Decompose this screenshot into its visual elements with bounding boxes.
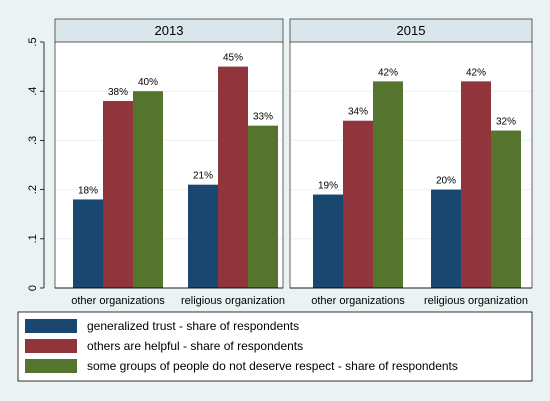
y-axis: 0 .1 .2 .3 .4 .5 — [27, 37, 45, 291]
bar-2013-2-0 — [133, 91, 163, 288]
bar-2015-1-0 — [343, 120, 373, 288]
bar-data-label: 32% — [496, 117, 516, 128]
y-tick-label: .3 — [27, 136, 39, 145]
bar-data-label: 42% — [378, 67, 398, 78]
panel-title: 2013 — [155, 23, 184, 38]
panel-title: 2015 — [397, 23, 426, 38]
bar-2013-0-0 — [73, 199, 103, 288]
bar-2013-1-1 — [218, 66, 248, 288]
legend-swatch — [25, 319, 77, 333]
panel-1: 2015 19% 34% 42% other organizations 20% 42% 32… — [289, 18, 533, 307]
legend-label: some groups of people do not deserve res… — [87, 359, 458, 373]
bar-data-label: 20% — [436, 176, 456, 187]
bar-data-label: 42% — [466, 67, 486, 78]
bar-2015-2-0 — [373, 81, 403, 288]
y-tick-label: .1 — [27, 234, 39, 243]
legend-swatch — [25, 339, 77, 353]
bar-2015-2-1 — [491, 130, 521, 288]
legend-label: others are helpful - share of respondent… — [87, 339, 303, 353]
bar-data-label: 38% — [108, 87, 128, 98]
x-tick-label: other organizations — [71, 295, 165, 307]
y-tick-label: .2 — [27, 185, 39, 194]
x-tick-label: religious organization — [181, 295, 285, 307]
bar-2013-2-1 — [248, 125, 278, 288]
bar-data-label: 18% — [78, 185, 98, 196]
panel-0: 2013 18% 38% 40% other organizations 21% 45% 33… — [54, 18, 285, 307]
x-tick-label: religious organization — [424, 295, 528, 307]
bar-data-label: 33% — [253, 112, 273, 123]
bar-2015-0-1 — [431, 189, 461, 288]
legend-swatch — [25, 359, 77, 373]
bar-data-label: 21% — [193, 171, 213, 182]
legend: generalized trust - share of respondents… — [17, 311, 533, 382]
bar-2015-1-1 — [461, 81, 491, 288]
x-tick-label: other organizations — [311, 295, 405, 307]
bar-2015-0-0 — [313, 194, 343, 288]
bar-data-label: 40% — [138, 77, 158, 88]
y-tick-label: .5 — [27, 37, 39, 46]
legend-label: generalized trust - share of respondents — [87, 319, 299, 333]
bar-data-label: 45% — [223, 53, 243, 64]
bar-2013-1-0 — [103, 101, 133, 288]
bar-data-label: 34% — [348, 107, 368, 118]
bar-2013-0-1 — [188, 184, 218, 288]
bar-data-label: 19% — [318, 181, 338, 192]
y-tick-label: .4 — [27, 87, 39, 96]
y-tick-label: 0 — [27, 285, 39, 291]
legend-box — [17, 311, 533, 382]
